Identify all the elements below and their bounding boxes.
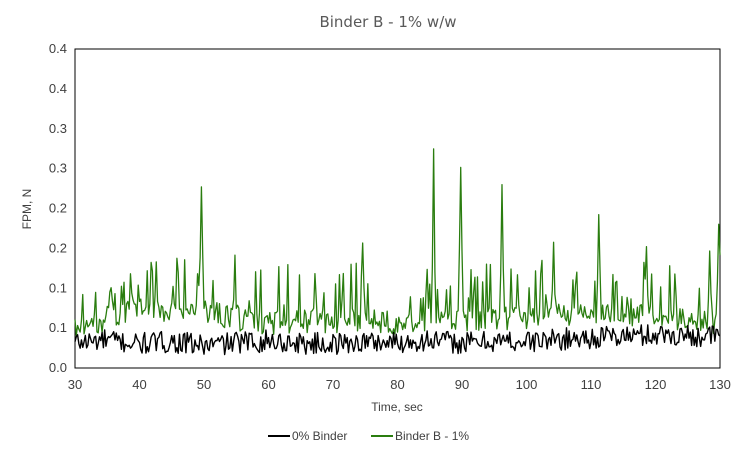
y-tick-label: 0.1: [49, 280, 67, 295]
y-tick-label: 0.2: [49, 240, 67, 255]
x-tick-label: 60: [261, 377, 275, 392]
series-line-binder-b: [74, 148, 721, 337]
chart-title: Binder B - 1% w/w: [319, 13, 456, 31]
y-axis-label: FPM, N: [20, 189, 34, 230]
series-line-0-binder: [74, 324, 721, 356]
x-tick-label: 30: [68, 377, 82, 392]
legend-label-binder-b: Binder B - 1%: [395, 429, 469, 443]
x-tick-label: 70: [326, 377, 340, 392]
y-tick-label: 0.4: [49, 81, 67, 96]
x-axis-label: Time, sec: [371, 400, 423, 414]
y-axis-ticks: 0.0 0.1 0.1 0.2 0.2 0.3 0.3 0.4 0.4: [49, 41, 67, 375]
legend-label-0-binder: 0% Binder: [292, 429, 347, 443]
x-tick-label: 50: [197, 377, 211, 392]
y-tick-label: 0.1: [49, 320, 67, 335]
y-tick-label: 0.2: [49, 201, 67, 216]
x-tick-label: 90: [455, 377, 469, 392]
series-layer: [74, 148, 721, 356]
x-tick-label: 100: [516, 377, 538, 392]
y-tick-label: 0.4: [49, 41, 67, 56]
x-tick-label: 80: [390, 377, 404, 392]
x-tick-label: 110: [581, 377, 602, 392]
x-tick-label: 130: [709, 377, 731, 392]
y-tick-label: 0.0: [49, 360, 67, 375]
y-tick-label: 0.3: [49, 121, 67, 136]
legend: 0% Binder Binder B - 1%: [268, 429, 469, 443]
x-tick-label: 120: [645, 377, 667, 392]
y-tick-label: 0.3: [49, 161, 67, 176]
x-tick-label: 40: [132, 377, 146, 392]
x-axis-ticks: 30 40 50 60 70 80 90 100 110 120 130: [68, 377, 731, 392]
